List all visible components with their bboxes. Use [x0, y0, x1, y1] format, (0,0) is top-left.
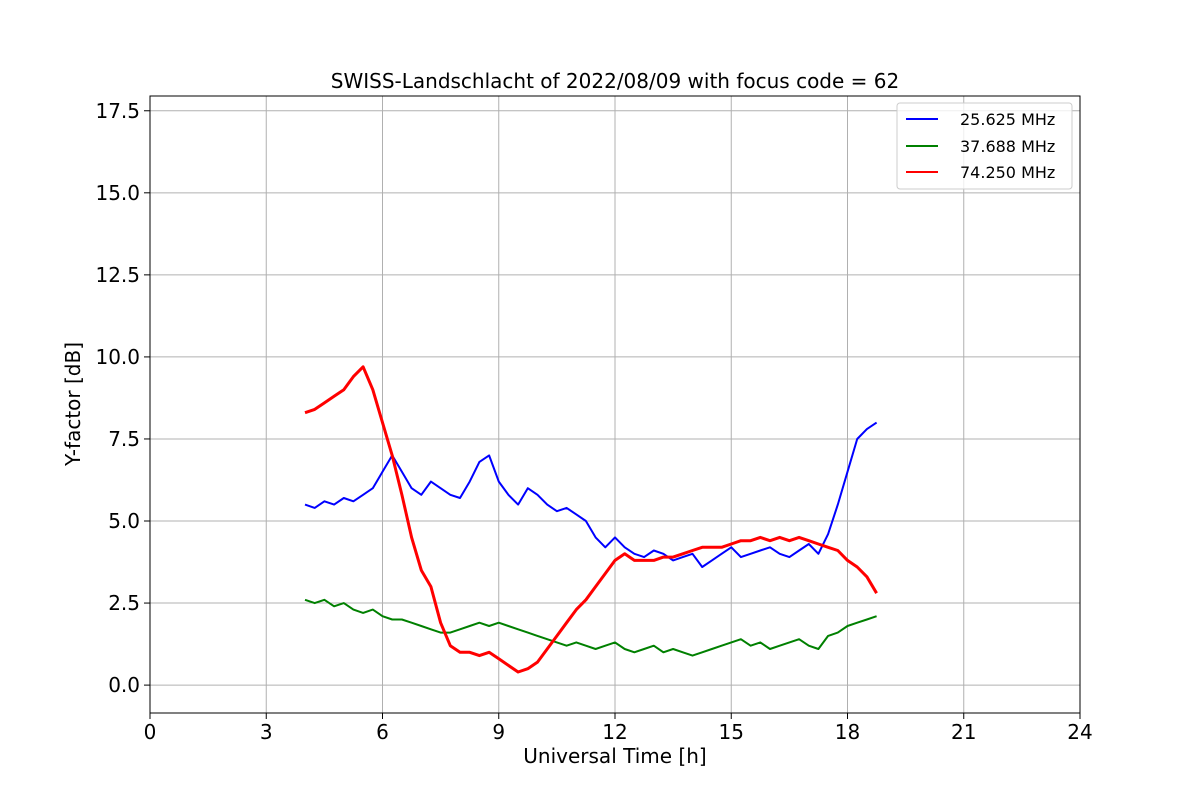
x-tick-label: 9: [492, 720, 505, 744]
x-tick-label: 24: [1067, 720, 1092, 744]
x-tick-label: 12: [602, 720, 627, 744]
legend-label-37688: 37.688 MHz: [960, 137, 1055, 156]
x-tick-label: 0: [144, 720, 157, 744]
legend-label-25625: 25.625 MHz: [960, 110, 1055, 129]
y-tick-label: 12.5: [95, 263, 140, 287]
x-tick-label: 21: [951, 720, 976, 744]
series-line-2: [304, 365, 878, 674]
y-tick-label: 10.0: [95, 345, 140, 369]
x-tick-label: 18: [835, 720, 860, 744]
series-line-0: [304, 421, 878, 568]
series-line-1: [304, 598, 877, 657]
x-tick-label: 6: [376, 720, 389, 744]
y-tick-label: 0.0: [108, 673, 140, 697]
series-layer: [304, 365, 878, 674]
legend: 25.625 MHz 37.688 MHz 74.250 MHz: [896, 102, 1073, 190]
ticks: 0 3 6 9 12 15 18 21 24 0.0 2.5 5.0 7.5 10.0 12.5 15.0 17…: [95, 99, 1092, 744]
y-tick-label: 17.5: [95, 99, 140, 123]
y-tick-label: 5.0: [108, 509, 140, 533]
y-tick-label: 15.0: [95, 181, 140, 205]
legend-label-74250: 74.250 MHz: [960, 163, 1055, 182]
y-tick-label: 2.5: [108, 591, 140, 615]
y-tick-label: 7.5: [108, 427, 140, 451]
chart-title: SWISS-Landschlacht of 2022/08/09 with fo…: [331, 69, 899, 93]
x-axis-label: Universal Time [h]: [523, 744, 706, 768]
legend-box: [896, 102, 1073, 190]
y-axis-label: Y-factor [dB]: [61, 342, 85, 467]
x-tick-label: 15: [719, 720, 744, 744]
x-tick-label: 3: [260, 720, 273, 744]
